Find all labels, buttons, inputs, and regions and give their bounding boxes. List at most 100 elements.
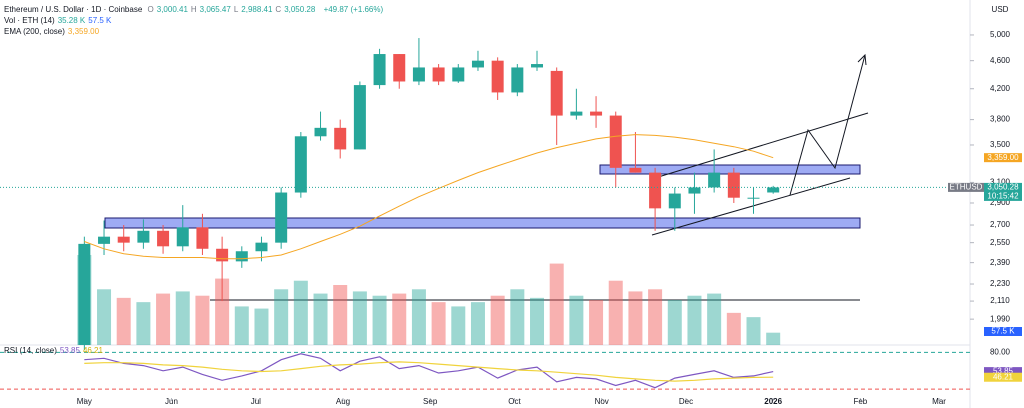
candle-body — [98, 236, 111, 244]
candle-body — [649, 172, 662, 209]
candle-body — [471, 60, 484, 68]
rsi-tag: 53.85 — [993, 367, 1014, 376]
ema-tag-bg — [984, 153, 1022, 163]
currency: USD — [992, 5, 1009, 14]
rsi-tag-bg — [984, 372, 1022, 382]
volume-bar — [215, 278, 230, 345]
volume-bar — [766, 332, 781, 345]
volume-bar — [726, 312, 741, 345]
candle-body — [727, 172, 740, 198]
o-label: O — [147, 5, 154, 14]
volume-bar — [195, 295, 210, 345]
candle-body — [117, 236, 130, 243]
ohlc: O 3,000.41 H 3,065.47 L 2,988.41 C 3,050.28 — [148, 5, 319, 14]
rsi-value: 53.85 — [59, 346, 80, 355]
candle-body — [531, 64, 544, 68]
legend-volume: Vol · ETH (14) 35.28 K 57.5 K — [4, 16, 114, 25]
volume-tag-bg — [984, 327, 1022, 336]
x-tick-label: Oct — [508, 397, 521, 406]
candle-body — [609, 115, 622, 168]
volume-bar — [608, 280, 623, 345]
candle-body — [491, 60, 504, 93]
volume-bar — [372, 295, 387, 345]
x-tick-label: Jul — [251, 397, 261, 406]
countdown-tag: 10:15:42 — [987, 192, 1019, 201]
volume-bar — [530, 297, 545, 345]
x-tick-label: Jun — [165, 397, 178, 406]
candle-body — [412, 67, 425, 82]
volume-bar — [175, 291, 190, 345]
volume-bar — [569, 295, 584, 345]
candle-body — [235, 251, 248, 262]
volume-bar — [589, 300, 604, 345]
volume-value: 35.28 K — [57, 16, 86, 25]
candle-body — [570, 111, 583, 116]
symbol-tag: ETHUSD — [950, 183, 983, 192]
h-label: H — [190, 5, 197, 14]
candle-body — [550, 70, 563, 116]
volume-bar — [293, 280, 308, 345]
volume-bar — [451, 306, 466, 345]
x-tick-label: Dec — [679, 397, 693, 406]
rsi-upper-label: 80.00 — [990, 347, 1011, 356]
y-tick-label: 2,230 — [990, 279, 1011, 288]
x-tick-label: Nov — [595, 397, 609, 406]
l-value: 2,988.41 — [241, 5, 273, 14]
candle-body — [334, 127, 347, 150]
volume-bar — [97, 289, 112, 345]
candle-body — [78, 243, 91, 345]
candle-body — [668, 193, 681, 209]
x-tick-label: May — [77, 397, 92, 406]
volume-ma: 57.5 K — [88, 16, 112, 25]
volume-bar — [116, 297, 131, 345]
candle-body — [747, 197, 760, 199]
c-label: C — [275, 5, 282, 14]
volume-bar — [234, 306, 249, 345]
price-tag: 3,050.28 — [987, 183, 1019, 192]
volume-bar — [392, 293, 407, 345]
volume-bar — [667, 300, 682, 345]
volume-bar — [352, 291, 367, 345]
volume-bar — [254, 308, 269, 345]
legend-ema: EMA (200, close) 3,359.00 — [4, 27, 102, 36]
candle-body — [708, 172, 721, 188]
symbol: Ethereum / U.S. Dollar · 1D · Coinbase — [4, 5, 143, 14]
o-value: 3,000.41 — [156, 5, 188, 14]
candle-body — [157, 230, 170, 247]
volume-bar — [313, 293, 328, 345]
candle-body — [216, 248, 229, 262]
y-tick-label: 2,390 — [990, 258, 1011, 267]
candle-body — [629, 167, 642, 173]
rsi-ma-value: 46.21 — [82, 346, 103, 355]
legend-rsi: RSI (14, close) 53.85 46.21 — [4, 346, 106, 355]
ema-value: 3,359.00 — [67, 27, 100, 36]
support-zone — [104, 217, 861, 229]
ema-tag: 3,359.00 — [987, 153, 1019, 162]
volume-bar — [707, 293, 722, 345]
y-tick-label: 3,100 — [990, 178, 1011, 187]
rsi-tag-bg — [984, 367, 1022, 377]
rsi-line — [84, 353, 774, 389]
y-tick-label: 2,550 — [990, 238, 1011, 247]
y-tick-label: 2,110 — [990, 296, 1010, 305]
volume-name: Vol · ETH (14) — [4, 16, 55, 25]
x-tick-label: 2026 — [764, 397, 782, 406]
volume-bar — [411, 289, 426, 345]
x-tick-label: Mar — [932, 397, 946, 406]
volume-bar — [470, 302, 485, 345]
y-tick-label: 1,990 — [990, 314, 1011, 323]
candle-body — [137, 230, 150, 243]
y-tick-label: 3,800 — [990, 115, 1011, 124]
candle-body — [275, 192, 288, 243]
candle-body — [590, 111, 603, 116]
candle-body — [294, 136, 307, 193]
c-value: 3,050.28 — [284, 5, 316, 14]
y-tick-label: 4,200 — [990, 84, 1011, 93]
y-tick-label: 3,500 — [990, 140, 1011, 149]
legend-symbol: Ethereum / U.S. Dollar · 1D · Coinbase O… — [4, 5, 386, 14]
rsi-tag: 46.21 — [993, 372, 1014, 381]
candle-body — [353, 85, 366, 150]
volume-bar — [687, 295, 702, 345]
x-tick-label: Aug — [336, 397, 350, 406]
